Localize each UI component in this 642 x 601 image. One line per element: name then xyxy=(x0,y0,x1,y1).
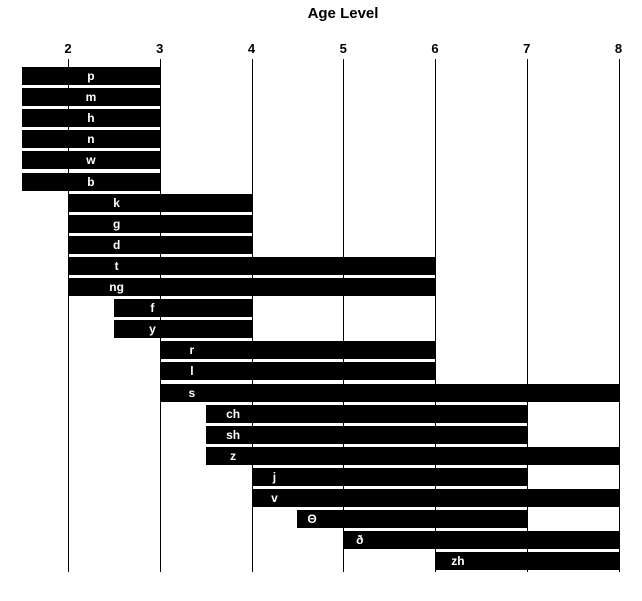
bar-label-zh: zh xyxy=(451,554,465,568)
gridline-age-6 xyxy=(435,59,436,572)
bar-label-ng: ng xyxy=(109,280,124,294)
bar-l: l xyxy=(159,362,435,380)
bar-h: h xyxy=(22,109,160,127)
bar-w: w xyxy=(22,151,160,169)
bar-v: v xyxy=(251,489,619,507)
bar-label-y: y xyxy=(149,322,156,336)
bar-label-g: g xyxy=(112,217,121,231)
bar-label-l: l xyxy=(190,364,194,378)
bar-ch: ch xyxy=(205,405,527,423)
bar-r: r xyxy=(159,341,435,359)
bar-label-k: k xyxy=(113,196,120,210)
gridline-age-5 xyxy=(343,59,345,572)
bar-label-sh: sh xyxy=(226,428,241,442)
bar-label-w: w xyxy=(86,153,96,167)
bar-f: f xyxy=(113,299,252,317)
bar-n: n xyxy=(22,130,160,148)
x-tick-label-7: 7 xyxy=(523,41,531,56)
bar-label-t: t xyxy=(114,259,119,273)
bar-k: k xyxy=(68,194,252,212)
bar-m: m xyxy=(22,88,160,106)
bar-sh: sh xyxy=(205,426,527,444)
bar-label-d: d xyxy=(112,238,121,252)
gridline-age-8 xyxy=(618,59,620,572)
bar-label-b: b xyxy=(87,175,95,189)
bar-label-n: n xyxy=(87,132,95,146)
gridline-age-2 xyxy=(68,59,69,572)
bar-z: z xyxy=(205,447,619,465)
bar-label-f: f xyxy=(150,301,155,315)
bar-ð: ð xyxy=(343,531,619,549)
bar-label-r: r xyxy=(189,343,195,357)
bar-label-v: v xyxy=(271,491,278,505)
gridline-age-4 xyxy=(251,59,253,572)
x-tick-label-8: 8 xyxy=(614,41,623,56)
bar-p: p xyxy=(22,67,160,85)
bar-label-Θ: Θ xyxy=(307,512,317,526)
bar-t: t xyxy=(68,257,435,275)
bar-label-p: p xyxy=(87,69,95,83)
bar-g: g xyxy=(68,215,252,233)
x-tick-label-4: 4 xyxy=(247,41,256,56)
bar-ng: ng xyxy=(68,278,435,296)
x-tick-label-2: 2 xyxy=(64,41,72,56)
bar-label-z: z xyxy=(230,449,237,463)
bar-j: j xyxy=(251,468,527,486)
bar-label-ch: ch xyxy=(226,407,241,421)
x-tick-label-5: 5 xyxy=(339,41,347,56)
x-tick-label-3: 3 xyxy=(156,41,164,56)
bar-y: y xyxy=(113,320,252,338)
bar-label-m: m xyxy=(85,90,97,104)
bar-zh: zh xyxy=(435,552,619,570)
bar-Θ: Θ xyxy=(297,510,527,528)
bar-d: d xyxy=(68,236,252,254)
x-tick-label-6: 6 xyxy=(431,41,439,56)
bar-label-h: h xyxy=(87,111,95,125)
bar-b: b xyxy=(22,173,160,191)
bar-label-ð: ð xyxy=(356,533,364,547)
gridline-age-7 xyxy=(526,59,528,572)
bar-label-s: s xyxy=(188,386,196,400)
bar-s: s xyxy=(159,384,619,402)
bar-label-j: j xyxy=(272,470,277,484)
chart-title: Age Level xyxy=(307,5,379,22)
